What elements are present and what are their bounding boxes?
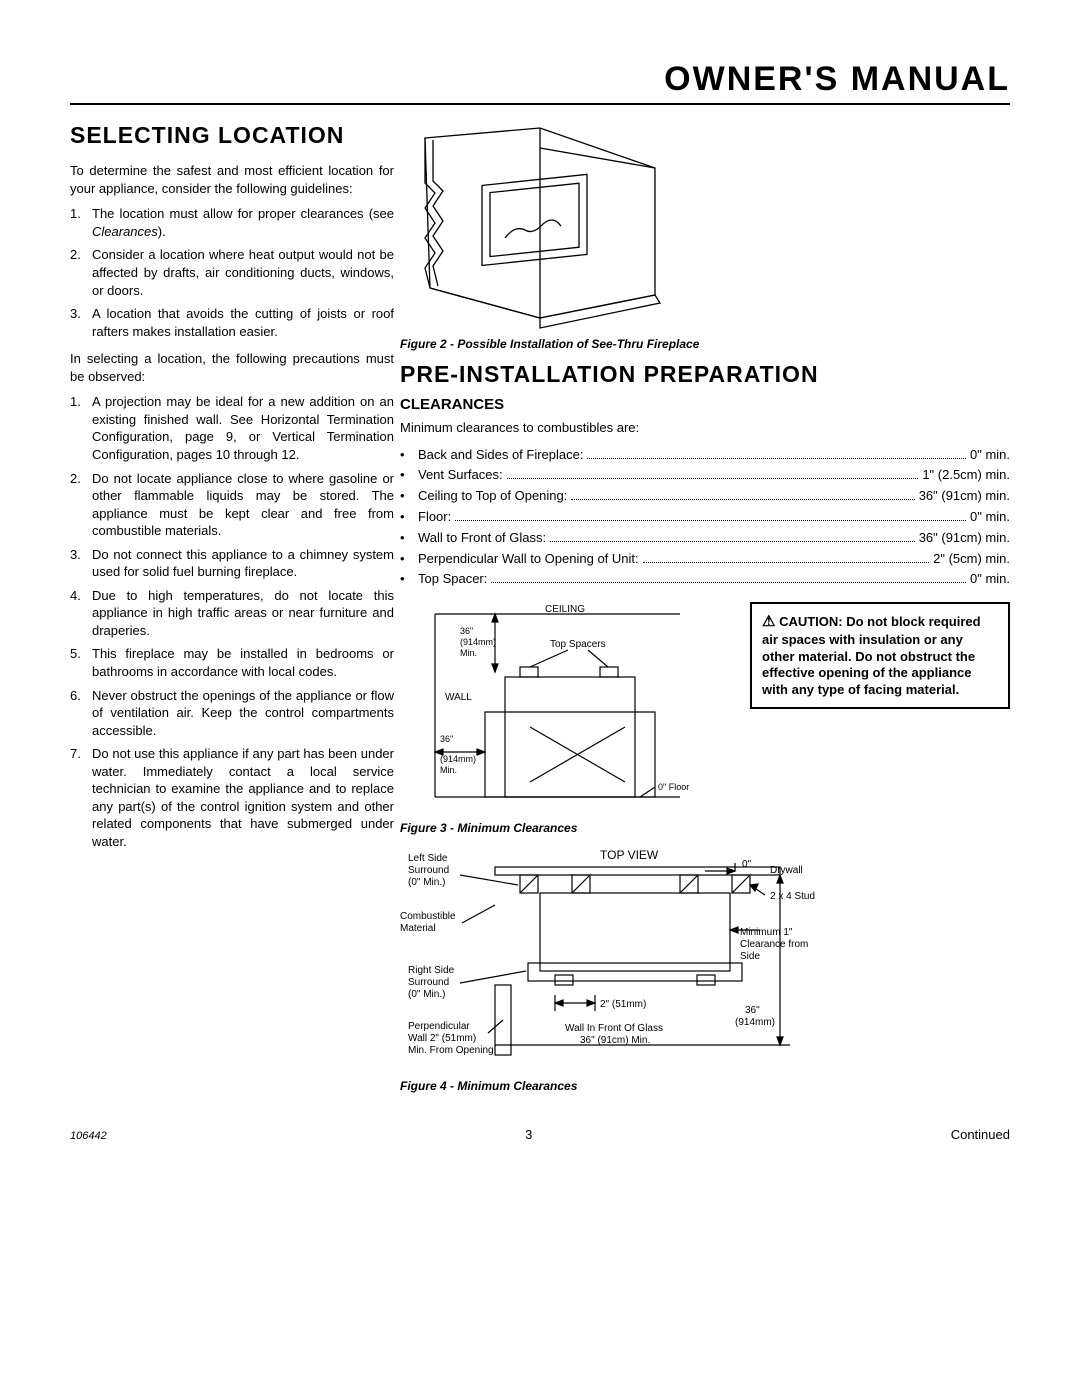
clearance-value: 36" (91cm) min. [919, 528, 1010, 549]
svg-text:(914mm): (914mm) [460, 637, 496, 647]
precaution-item: Do not use this appliance if any part ha… [92, 745, 394, 850]
precautions-intro: In selecting a location, the following p… [70, 350, 394, 385]
clearances-ref: Clearances [92, 224, 158, 239]
clearance-row: •Top Spacer:0" min. [400, 569, 1010, 590]
svg-text:Clearance from: Clearance from [740, 939, 808, 950]
figure-2-caption: Figure 2 - Possible Installation of See-… [400, 337, 1010, 351]
precaution-item: Do not connect this appliance to a chimn… [92, 546, 394, 581]
svg-text:(914mm): (914mm) [440, 754, 476, 764]
two-column-layout: SELECTING LOCATION To determine the safe… [70, 123, 1010, 1103]
clearance-label: Back and Sides of Fireplace: [418, 445, 583, 466]
caution-text: CAUTION: Do not block required air space… [762, 614, 981, 697]
svg-text:2" (51mm): 2" (51mm) [600, 999, 646, 1010]
guideline-text: The location must allow for proper clear… [92, 206, 394, 221]
clearance-row: •Perpendicular Wall to Opening of Unit:2… [400, 549, 1010, 570]
precaution-item: Never obstruct the openings of the appli… [92, 687, 394, 740]
left-column: SELECTING LOCATION To determine the safe… [70, 123, 400, 1103]
clearance-label: Floor: [418, 507, 451, 528]
guidelines-list: The location must allow for proper clear… [70, 205, 394, 340]
clearance-value: 0" min. [970, 569, 1010, 590]
figure-4-diagram: TOP VIEW 0" Drywall 2 x 4 Stud [400, 845, 1000, 1075]
svg-text:Top Spacers: Top Spacers [550, 639, 606, 650]
svg-text:2 x 4 Stud: 2 x 4 Stud [770, 891, 815, 902]
guideline-item: A location that avoids the cutting of jo… [92, 305, 394, 340]
guideline-text-post: ). [158, 224, 166, 239]
svg-text:Right Side: Right Side [408, 965, 455, 976]
precaution-item: A projection may be ideal for a new addi… [92, 393, 394, 463]
svg-text:Wall 2" (51mm): Wall 2" (51mm) [408, 1033, 476, 1044]
intro-paragraph: To determine the safest and most efficie… [70, 162, 394, 197]
clearance-row: •Floor:0" min. [400, 507, 1010, 528]
svg-text:Left Side: Left Side [408, 853, 448, 864]
guideline-item: Consider a location where heat output wo… [92, 246, 394, 299]
fig3-wall-label: WALL [445, 692, 472, 703]
svg-text:Surround: Surround [408, 977, 449, 988]
svg-text:36": 36" [460, 626, 473, 636]
document-number: 106442 [70, 1130, 107, 1142]
page-number: 3 [525, 1127, 532, 1142]
clearance-value: 0" min. [970, 507, 1010, 528]
svg-text:Min.: Min. [440, 765, 457, 775]
continued-label: Continued [951, 1127, 1010, 1142]
svg-text:TOP VIEW: TOP VIEW [600, 848, 659, 862]
clearance-label: Wall to Front of Glass: [418, 528, 546, 549]
clearance-label: Perpendicular Wall to Opening of Unit: [418, 549, 639, 570]
svg-text:36": 36" [745, 1005, 760, 1016]
svg-text:(0" Min.): (0" Min.) [408, 877, 445, 888]
svg-text:(914mm): (914mm) [735, 1017, 775, 1028]
svg-text:Min. From Opening: Min. From Opening [408, 1045, 494, 1056]
right-column: Figure 2 - Possible Installation of See-… [400, 123, 1010, 1103]
figure-3-diagram: CEILING WALL 36" (914mm) Min. [400, 602, 700, 817]
svg-text:Side: Side [740, 951, 760, 962]
page-footer: 106442 3 Continued [70, 1127, 1010, 1142]
svg-text:36": 36" [440, 734, 453, 744]
clearance-row: •Vent Surfaces:1" (2.5cm) min. [400, 465, 1010, 486]
svg-text:Min.: Min. [460, 648, 477, 658]
clearance-value: 0" min. [970, 445, 1010, 466]
clearance-label: Vent Surfaces: [418, 465, 503, 486]
fig3-ceiling-label: CEILING [545, 604, 585, 615]
clearance-row: •Ceiling to Top of Opening:36" (91cm) mi… [400, 486, 1010, 507]
clearance-list: •Back and Sides of Fireplace:0" min. •Ve… [400, 445, 1010, 591]
svg-text:Perpendicular: Perpendicular [408, 1021, 470, 1032]
caution-box: ⚠ CAUTION: Do not block required air spa… [750, 602, 1010, 709]
clearance-label: Top Spacer: [418, 569, 487, 590]
guideline-item: The location must allow for proper clear… [92, 205, 394, 240]
precautions-list: A projection may be ideal for a new addi… [70, 393, 394, 850]
precaution-item: Do not locate appliance close to where g… [92, 470, 394, 540]
svg-text:Material: Material [400, 923, 436, 934]
clearance-value: 1" (2.5cm) min. [922, 465, 1010, 486]
warning-icon: ⚠ [762, 613, 775, 630]
figure-3-caption: Figure 3 - Minimum Clearances [400, 821, 1010, 835]
svg-text:(0" Min.): (0" Min.) [408, 989, 445, 1000]
svg-text:Drywall: Drywall [770, 865, 803, 876]
clearances-intro: Minimum clearances to combustibles are: [400, 419, 1010, 437]
clearance-label: Ceiling to Top of Opening: [418, 486, 567, 507]
svg-text:Combustible: Combustible [400, 911, 456, 922]
clearance-value: 2" (5cm) min. [933, 549, 1010, 570]
figure-2-illustration [410, 123, 690, 333]
figure-4-caption: Figure 4 - Minimum Clearances [400, 1079, 1010, 1093]
clearances-subheading: CLEARANCES [400, 396, 1010, 413]
clearance-row: •Wall to Front of Glass:36" (91cm) min. [400, 528, 1010, 549]
svg-text:Minimum 1": Minimum 1" [740, 927, 793, 938]
svg-text:0" Floor: 0" Floor [658, 782, 689, 792]
svg-text:36" (91cm) Min.: 36" (91cm) Min. [580, 1035, 650, 1046]
clearance-row: •Back and Sides of Fireplace:0" min. [400, 445, 1010, 466]
pre-installation-heading: PRE-INSTALLATION PREPARATION [400, 361, 1010, 388]
clearance-value: 36" (91cm) min. [919, 486, 1010, 507]
selecting-location-heading: SELECTING LOCATION [70, 123, 394, 148]
svg-text:0": 0" [742, 859, 752, 870]
svg-text:Surround: Surround [408, 865, 449, 876]
precaution-item: Due to high temperatures, do not locate … [92, 587, 394, 640]
precaution-item: This fireplace may be installed in bedro… [92, 645, 394, 680]
svg-text:Wall In Front Of Glass: Wall In Front Of Glass [565, 1023, 663, 1034]
page-header-title: OWNER'S MANUAL [70, 60, 1010, 105]
